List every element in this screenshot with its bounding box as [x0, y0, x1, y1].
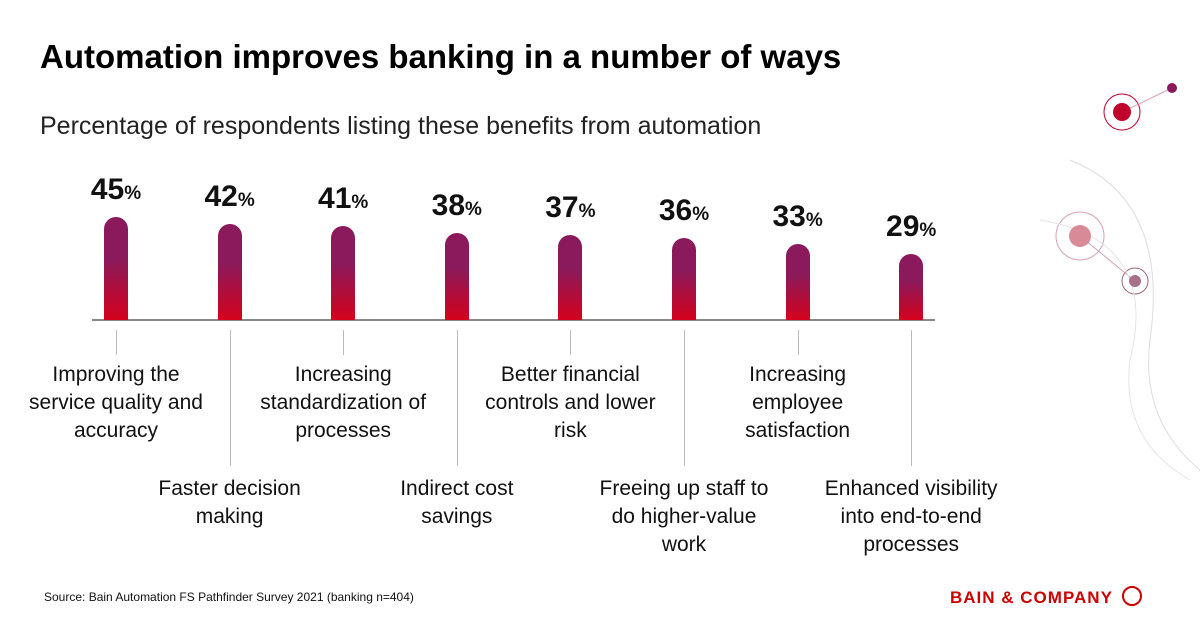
value-label: 45%: [56, 173, 176, 207]
value-number: 42: [204, 179, 238, 213]
value-unit: %: [692, 203, 710, 225]
bar: [444, 232, 469, 320]
leader-line: [797, 330, 799, 355]
leader-line: [911, 330, 913, 466]
x-tick-label: Better financial controls and lower risk: [485, 363, 656, 442]
x-tick-label: Increasing employee satisfaction: [745, 363, 851, 442]
value-unit: %: [124, 182, 142, 204]
value-unit: %: [578, 201, 596, 223]
bar: [331, 226, 356, 320]
value-unit: %: [351, 192, 369, 214]
value-label: 38%: [397, 189, 517, 223]
value-number: 33: [772, 200, 806, 234]
value-number: 38: [431, 188, 466, 222]
leader-line: [343, 330, 345, 355]
bar: [785, 244, 810, 320]
value-unit: %: [465, 198, 482, 220]
chart-title: Automation improves banking in a number …: [40, 38, 842, 75]
x-tick-label: Freeing up staff to do higher-value work: [599, 477, 769, 556]
value-unit: %: [805, 210, 823, 232]
x-tick-label: Improving the service quality and accura…: [29, 363, 203, 442]
bar: [558, 235, 583, 320]
value-label: 42%: [170, 180, 290, 214]
leader-line: [456, 330, 458, 466]
bar: [672, 237, 696, 320]
chart-subtitle: Percentage of respondents listing these …: [40, 112, 762, 140]
x-tick-label: Indirect cost savings: [400, 477, 514, 528]
brand-icon: [1122, 586, 1143, 606]
brand-logo: BAIN & COMPANY: [950, 586, 1143, 608]
leader-line: [570, 330, 572, 355]
value-number: 37: [545, 191, 579, 225]
value-number: 29: [886, 209, 920, 243]
value-number: 36: [658, 193, 693, 227]
value-label: 41%: [283, 182, 403, 216]
decoration: [1039, 83, 1200, 480]
source-note: Source: Bain Automation FS Pathfinder Su…: [44, 590, 414, 604]
bar: [104, 216, 128, 320]
value-label: 36%: [624, 194, 744, 228]
baseline: [92, 319, 935, 321]
leader-line: [116, 330, 117, 355]
bar: [217, 223, 242, 320]
leader-line: [229, 330, 231, 466]
leader-line: [684, 330, 685, 466]
brand-name: BAIN & COMPANY: [950, 588, 1113, 607]
value-unit: %: [919, 219, 937, 241]
value-number: 45: [90, 172, 125, 206]
value-label: 33%: [738, 200, 858, 234]
value-number: 41: [318, 182, 352, 216]
value-label: 37%: [510, 191, 630, 225]
x-tick-label: Enhanced visibility into end-to-end proc…: [824, 477, 998, 556]
x-tick-label: Faster decision making: [158, 477, 301, 528]
value-unit: %: [237, 189, 255, 211]
value-label: 29%: [851, 210, 971, 244]
bar: [899, 253, 924, 320]
x-tick-label: Increasing standardization of processes: [260, 363, 427, 442]
